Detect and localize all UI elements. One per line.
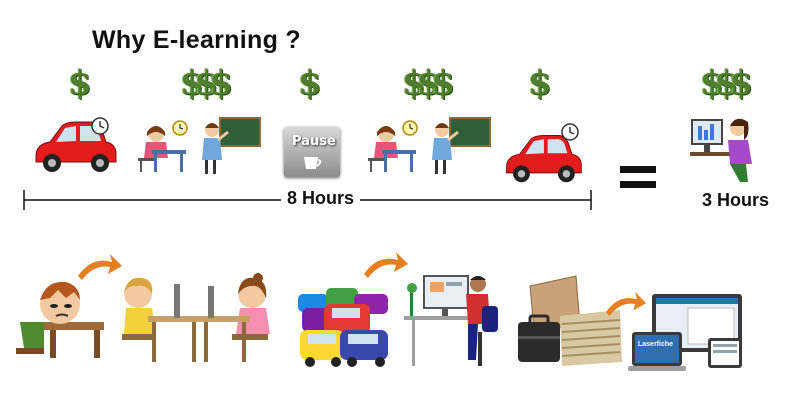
elearner-computer-icon [690,118,752,182]
dollar-sign-3: $ [298,63,321,103]
dollar-sign-4: $$$ [402,63,455,103]
traffic-jam-icon [298,288,388,367]
equals-sign [620,166,656,196]
teacher-chalkboard-icon [202,117,261,174]
office-worker-icon [404,275,498,366]
dollar-sign-2: $$$ [180,63,233,103]
classroom-hours-label: 8 Hours [281,188,361,209]
arrow-icon [364,252,408,278]
teacher-chalkboard-icon [432,117,491,174]
dollar-sign-5: $ [528,63,551,103]
clock-icon [172,120,188,136]
clock-icon [91,117,109,135]
student-desk-icon [138,126,186,172]
arrow-icon [605,292,647,316]
digital-devices-icon [628,294,742,371]
page-title: Why E-learning ? [92,26,301,54]
laptop-brand-label: Laserfiche [638,341,674,348]
clock-icon [561,123,579,141]
clock-icon [402,120,418,136]
students-computers-icon [122,273,270,362]
paperwork-icon [518,275,622,366]
dollar-sign-6: $$$ [700,63,753,103]
pause-coffee-icon: Pause [284,127,340,177]
bored-student-icon [16,281,104,358]
student-desk-icon [368,126,416,172]
dollar-sign-1: $ [68,63,91,103]
car-icon [506,135,582,183]
elearning-hours-label: 3 Hours [702,190,770,210]
arrow-icon [78,254,122,280]
